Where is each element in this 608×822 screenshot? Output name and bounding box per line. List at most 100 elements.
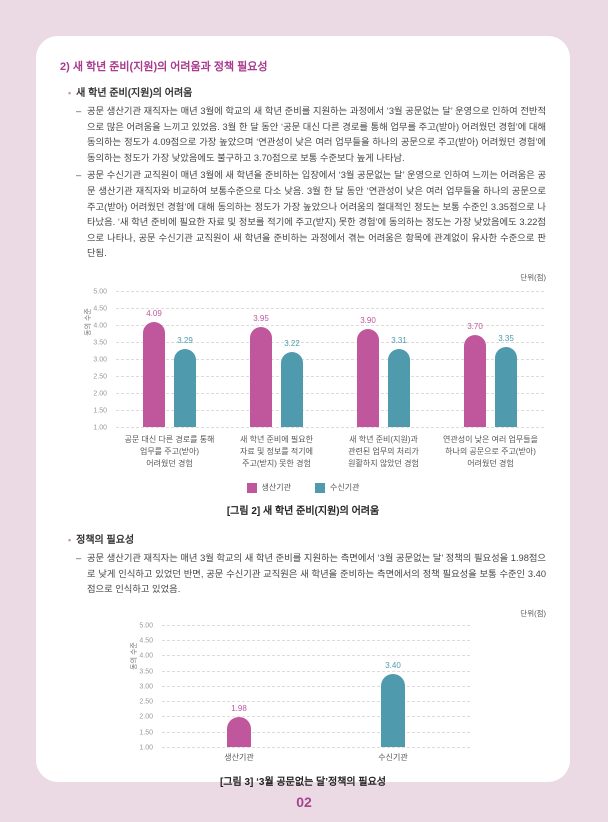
y-tick-label: 5.00 [139, 622, 153, 630]
bar: 3.90 [357, 316, 379, 428]
page-number: 02 [296, 794, 312, 810]
category-label-line: 어려웠던 경험 [467, 459, 514, 469]
gridline: 3.00 [93, 357, 544, 364]
gridline: 1.00 [93, 425, 544, 432]
plot-wrap: 동의 수준 5.00 4.50 4.00 3.50 3.00 2.50 2.00 1.50 1.… [131, 622, 470, 751]
y-tick-label: 4.50 [139, 637, 153, 645]
gridline: 4.00 [139, 653, 470, 660]
gridline: 1.50 [139, 729, 470, 736]
y-tick-label: 3.50 [139, 668, 153, 676]
bar-value-label: 3.22 [284, 338, 300, 348]
category-label-line: 하나의 공문으로 주고(받아) [445, 447, 536, 457]
subsection-heading-text: 새 학년 준비(지원)의 어려움 [76, 88, 193, 99]
bar: 3.35 [495, 334, 517, 428]
bar-value-label: 3.29 [177, 336, 193, 346]
y-tick-label: 5.00 [93, 288, 107, 296]
paragraph: – 공문 생산기관 재직자는 매년 3월 학교의 새 학년 준비를 지원하는 측… [76, 551, 546, 598]
gridline: 5.00 [139, 622, 470, 629]
legend-item: 수신기관 [315, 482, 359, 493]
gridline: 2.50 [93, 374, 544, 381]
chart-caption: [그림 3] ‘3월 공문없는 달’정책의 필요성 [219, 776, 387, 788]
bar-value-label: 1.98 [231, 704, 247, 714]
bar-groups: 4.09 3.29 3.95 3.22 3.90 3.31 3.70 3.35 [116, 291, 544, 428]
content-card: 2) 새 학년 준비(지원)의 어려움과 정책 필요성 • 새 학년 준비(지원… [36, 36, 570, 788]
subsection-difficulty: • 새 학년 준비(지원)의 어려움 – 공문 생산기관 재직자는 매년 3월에… [68, 84, 546, 262]
paragraph-text: 공문 생산기관 재직자는 매년 3월에 학교의 새 학년 준비를 지원하는 과정… [87, 106, 546, 163]
category-label-line: 주고(받지) 못한 경험 [242, 459, 311, 469]
chart-unit-label: 단위(점) [520, 608, 546, 618]
bar-group: 4.09 3.29 [143, 309, 196, 428]
y-tick-label: 2.00 [139, 713, 153, 721]
gridline: 3.50 [139, 668, 470, 675]
y-tick-label: 3.00 [139, 683, 153, 691]
y-tick-label: 4.00 [93, 322, 107, 330]
gridline: 2.00 [93, 391, 544, 398]
category-label: 수신기관 [316, 752, 470, 764]
y-tick-label: 1.00 [139, 744, 153, 752]
plot-wrap: 동의 수준 5.00 4.50 4.00 3.50 3.00 2.50 2.00 1.50 1.… [85, 289, 544, 432]
bullet-icon: • [68, 88, 72, 98]
bar: 4.09 [143, 309, 165, 428]
gridline: 1.50 [93, 408, 544, 415]
category-label-line: 자료 및 정보를 적기에 [240, 447, 313, 457]
category-label-line: 어려웠던 경험 [146, 459, 193, 469]
legend-swatch [246, 482, 257, 493]
y-axis-label: 동의 수준 [131, 642, 138, 670]
chart-unit-label: 단위(점) [520, 273, 546, 283]
gridline: 1.00 [139, 744, 470, 751]
category-label-line: 원활하지 않았던 경험 [348, 459, 419, 469]
y-tick-label: 1.50 [93, 407, 107, 415]
bar-group: 3.95 3.22 [250, 314, 303, 428]
y-tick-label: 4.00 [139, 652, 153, 660]
category-label-line: 공문 대신 다른 경로를 통해 [124, 435, 215, 445]
category-label-line: 새 학년 준비(지원)과 [349, 435, 418, 445]
bar-value-label: 4.09 [146, 309, 162, 319]
paragraph-text: 공문 수신기관 교직원이 매년 3월에 새 학년을 준비하는 입장에서 ‘3월 … [87, 170, 546, 259]
dash-marker: – [76, 553, 82, 564]
gridline: 5.00 [93, 289, 544, 296]
bar-value-label: 3.90 [360, 315, 376, 325]
gridline: 2.50 [139, 699, 470, 706]
plot-area: 5.00 4.50 4.00 3.50 3.00 2.50 2.00 1.50 1.00 4.09… [93, 289, 544, 432]
section-title: 2) 새 학년 준비(지원)의 어려움과 정책 필요성 [60, 61, 268, 73]
y-tick-label: 3.50 [93, 339, 107, 347]
y-tick-label: 2.00 [93, 390, 107, 398]
category-label-line: 새 학년 준비에 필요한 [240, 435, 313, 445]
bar-group: 3.70 3.35 [464, 322, 517, 428]
gridline: 3.50 [93, 340, 544, 347]
bar-group: 3.90 3.31 [357, 316, 410, 428]
gridline: 2.00 [139, 714, 470, 721]
y-tick-label: 1.50 [139, 729, 153, 737]
paragraph: – 공문 수신기관 교직원이 매년 3월에 새 학년을 준비하는 입장에서 ‘3… [76, 168, 546, 262]
category-label-line: 생산기관 [224, 752, 254, 762]
legend-item: 생산기관 [246, 482, 291, 493]
bar: 3.40 [381, 661, 405, 747]
bullet-icon: • [68, 535, 72, 546]
paragraph-text: 공문 생산기관 재직자는 매년 3월 학교의 새 학년 준비를 지원하는 측면에… [87, 553, 546, 595]
gridline: 4.00 [93, 323, 544, 330]
dash-marker: – [76, 170, 82, 181]
bar-value-label: 3.35 [498, 334, 514, 344]
subsection-heading-text: 정책의 필요성 [76, 535, 135, 547]
bar-value-label: 3.70 [467, 322, 483, 332]
bar: 3.22 [281, 339, 303, 428]
category-label-line: 관련된 업무의 처리가 [348, 447, 419, 457]
y-tick-label: 1.00 [93, 424, 107, 432]
category-label-line: 연관성이 낮은 여러 업무들을 [443, 435, 538, 445]
bar-value-label: 3.95 [253, 313, 269, 323]
chart-legend: 생산기관 수신기관 [60, 482, 546, 493]
y-tick-label: 2.50 [139, 698, 153, 706]
legend-label: 생산기관 [261, 483, 291, 493]
y-tick-label: 2.50 [93, 373, 107, 381]
bar-group: 3.40 [381, 661, 405, 747]
bar-group: 1.98 [227, 704, 251, 747]
bar: 3.29 [174, 336, 196, 428]
y-tick-label: 3.00 [93, 356, 107, 364]
chart-caption: [그림 2] 새 학년 준비(지원)의 어려움 [226, 506, 380, 518]
category-label-line: 업무를 주고(받아) [139, 447, 200, 457]
